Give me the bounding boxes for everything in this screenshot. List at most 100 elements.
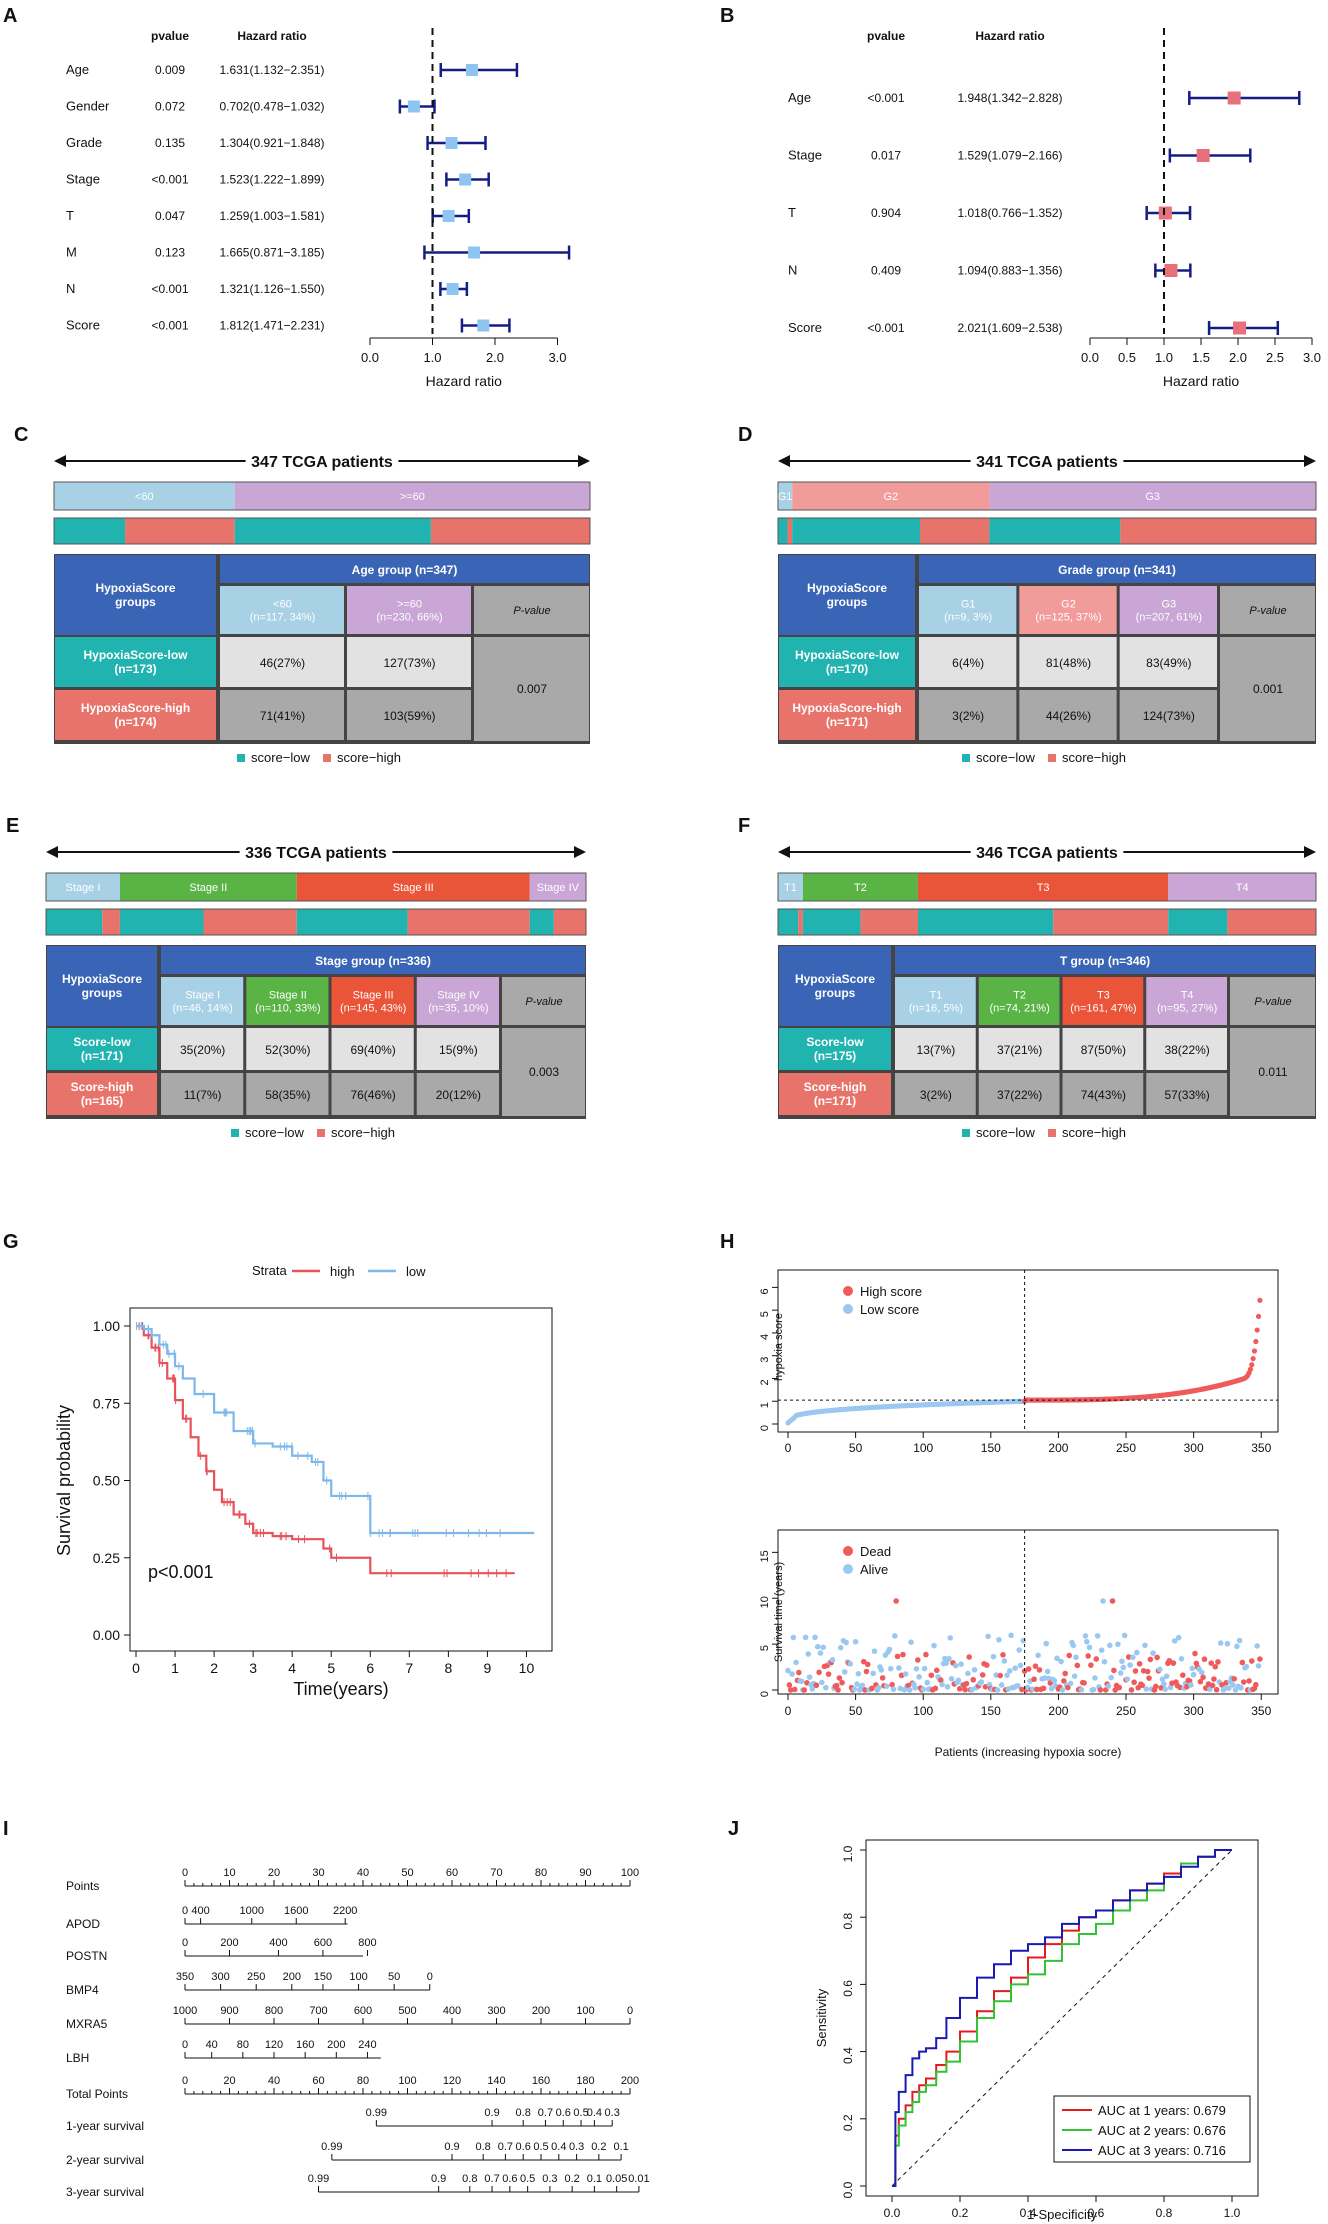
text-line: Patients (increasing hypoxia socre) [935, 1745, 1122, 1759]
text-line: 400 [443, 2005, 461, 2017]
row-label-text: Score-low (n=175) [806, 1035, 864, 1063]
row-label-text: Score-high (n=171) [804, 1080, 867, 1108]
text-line: G1 [961, 599, 976, 611]
x-tick-label: 300 [1184, 1441, 1204, 1455]
text-line: Stage [66, 172, 100, 187]
survival-point [1035, 1652, 1041, 1659]
survival-point [1040, 1685, 1047, 1692]
x-tick-label: 100 [913, 1441, 933, 1455]
group-bar-segment [1168, 873, 1316, 901]
survival-point [896, 1665, 902, 1671]
data-cell [161, 1073, 244, 1115]
text-line: Stage I [66, 882, 101, 894]
text-line: score−low [245, 1125, 304, 1140]
y-axis-title: Survival time (years) [773, 1562, 785, 1662]
text-line: 100 [913, 1704, 933, 1718]
x-tick-label: 0.0 [361, 350, 379, 365]
text-line: 250 [247, 1971, 265, 1983]
nomogram-tick-label: 200 [283, 1971, 301, 1983]
text-line: (n=171) [814, 1094, 856, 1108]
text-line: 1.948(1.342−2.828) [957, 91, 1062, 105]
nomogram-tick-label: 500 [398, 2005, 416, 2017]
survival-point [1159, 1676, 1166, 1683]
text-line: P-value [513, 605, 550, 617]
group-bar-label: T2 [854, 882, 867, 894]
pvalue-cell [1220, 637, 1315, 741]
score-low-segment [119, 909, 204, 935]
text-line: >=60 [400, 491, 425, 503]
survival-point [1257, 1656, 1263, 1662]
text-line: G2 [883, 491, 898, 503]
row-label-text: HypoxiaScore-high (n=174) [81, 701, 190, 729]
column-header-text: T3 (n=161, 47%) [1070, 990, 1136, 1015]
text-line: groups [815, 986, 856, 1000]
nomogram-tick-label: 40 [268, 2075, 280, 2087]
nomogram-tick-label: 160 [296, 2039, 314, 2051]
row-hr: 1.094(0.883−1.356) [957, 264, 1062, 278]
survival-point [1197, 1678, 1204, 1685]
nomogram-tick-label: 300 [211, 1971, 229, 1983]
text-line: 1.0 [1155, 350, 1173, 365]
text-line: 150 [314, 1971, 332, 1983]
nomogram-tick-label: 0.4 [551, 2141, 566, 2153]
text-line: AUC at 2 years: 0.676 [1098, 2123, 1226, 2138]
nomogram-tick-label: 100 [576, 2005, 594, 2017]
y-tick-label: 2 [759, 1379, 771, 1385]
survival-point [816, 1669, 822, 1676]
score-bar-border [45, 908, 587, 936]
row-pvalue: 0.072 [155, 100, 185, 114]
row-label-text: Score-high (n=165) [71, 1080, 134, 1108]
nomogram-tick-label: 0.1 [587, 2173, 602, 2185]
survival-point [978, 1679, 985, 1685]
text-line: 0.6 [841, 1980, 855, 1997]
legend-dot-alive [843, 1564, 853, 1574]
survival-point [1208, 1660, 1215, 1666]
text-line: groups [82, 986, 123, 1000]
text-line: 0.011 [1258, 1065, 1287, 1079]
nomogram-tick-label: 0.7 [498, 2141, 513, 2153]
nomogram-tick-label: 1600 [284, 1905, 308, 1917]
nomogram-tick-label: 900 [220, 2005, 238, 2017]
x-axis-title: Hazard ratio [1163, 373, 1239, 389]
group-header-cell [161, 946, 585, 974]
title-bg [970, 842, 1124, 862]
text-line: 0.2 [591, 2141, 606, 2153]
text-line: I [3, 1818, 9, 1840]
survival-point [955, 1677, 962, 1684]
text-line: 300 [1184, 1704, 1204, 1718]
nomogram-tick-label: 40 [357, 1867, 369, 1879]
text-line: low [406, 1264, 426, 1279]
column-header-cell [919, 586, 1017, 634]
score-bar-border [777, 517, 1317, 545]
text-line: 3 [249, 1660, 257, 1676]
text-line: 0.8 [476, 2141, 491, 2153]
text-line: 0.7 [538, 2107, 553, 2119]
text-line: 200 [532, 2005, 550, 2017]
legend-label: AUC at 1 years: 0.679 [1098, 2103, 1226, 2118]
group-bar-segment [234, 482, 590, 510]
survival-point [1124, 1676, 1131, 1682]
survival-point [1150, 1650, 1156, 1656]
nomogram-tick-label: 400 [191, 1905, 209, 1917]
survival-point [1081, 1680, 1087, 1686]
row-label-cell [779, 1028, 891, 1070]
survival-point [825, 1671, 832, 1677]
survival-point [1012, 1665, 1018, 1671]
text-line: Stage I [185, 990, 220, 1002]
text-line: 40 [268, 2075, 280, 2087]
score-point [1255, 1313, 1262, 1320]
survival-point [1201, 1656, 1208, 1663]
score-low-segment [917, 909, 1054, 935]
pvalue-header-cell [1230, 977, 1315, 1025]
pvalue-header-cell [1220, 586, 1315, 634]
row-header-text: HypoxiaScore groups [795, 972, 875, 1000]
y-tick-label: 3 [759, 1357, 771, 1363]
survival-point [1200, 1674, 1206, 1681]
text-line: 1-Specificity [1027, 2207, 1098, 2222]
survival-point [1101, 1658, 1108, 1665]
x-tick-label: 250 [1116, 1441, 1136, 1455]
nomogram-tick-label: 20 [223, 2075, 235, 2087]
row-header-cell [779, 946, 891, 1026]
group-header-cell [919, 555, 1315, 583]
data-cell-text: 71(41%) [260, 709, 305, 723]
